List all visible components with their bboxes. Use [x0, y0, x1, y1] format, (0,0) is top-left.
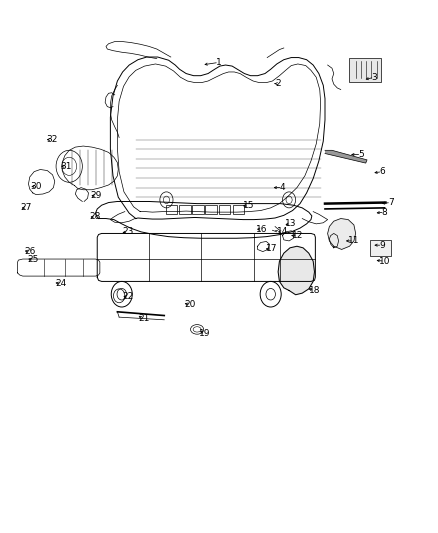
Text: 24: 24 — [56, 279, 67, 288]
Text: 3: 3 — [371, 73, 378, 82]
Text: 15: 15 — [243, 201, 254, 209]
Text: 2: 2 — [276, 79, 281, 88]
Text: 17: 17 — [266, 245, 277, 253]
Text: 9: 9 — [379, 241, 385, 249]
Text: 22: 22 — [123, 293, 134, 301]
Text: 13: 13 — [285, 220, 296, 228]
Text: 31: 31 — [60, 162, 71, 171]
Text: 14: 14 — [277, 228, 288, 236]
Bar — [166, 205, 177, 214]
Text: 5: 5 — [358, 150, 364, 159]
Text: 29: 29 — [91, 191, 102, 200]
Text: 27: 27 — [21, 204, 32, 212]
Bar — [179, 205, 191, 214]
Text: 32: 32 — [46, 135, 57, 144]
Bar — [370, 240, 391, 256]
Text: 18: 18 — [309, 286, 320, 295]
Text: 6: 6 — [379, 167, 385, 176]
Bar — [219, 205, 230, 214]
FancyBboxPatch shape — [349, 58, 381, 82]
Polygon shape — [325, 150, 367, 163]
Text: 4: 4 — [280, 183, 285, 192]
Text: 16: 16 — [256, 225, 268, 233]
Polygon shape — [278, 246, 314, 295]
Text: 11: 11 — [348, 237, 360, 245]
Text: 8: 8 — [381, 208, 388, 216]
Bar — [205, 205, 217, 214]
Text: 25: 25 — [27, 255, 39, 264]
Text: 19: 19 — [199, 329, 211, 337]
Text: 7: 7 — [388, 198, 394, 207]
Bar — [233, 205, 244, 214]
Text: 28: 28 — [90, 213, 101, 221]
Polygon shape — [328, 219, 356, 249]
Text: 10: 10 — [379, 257, 390, 265]
Bar — [192, 205, 204, 214]
Text: 23: 23 — [123, 228, 134, 236]
Text: 1: 1 — [216, 58, 222, 67]
Text: 12: 12 — [292, 231, 304, 240]
Text: 21: 21 — [138, 314, 149, 322]
Text: 20: 20 — [185, 301, 196, 309]
Text: 26: 26 — [24, 247, 35, 256]
Text: 30: 30 — [31, 182, 42, 191]
